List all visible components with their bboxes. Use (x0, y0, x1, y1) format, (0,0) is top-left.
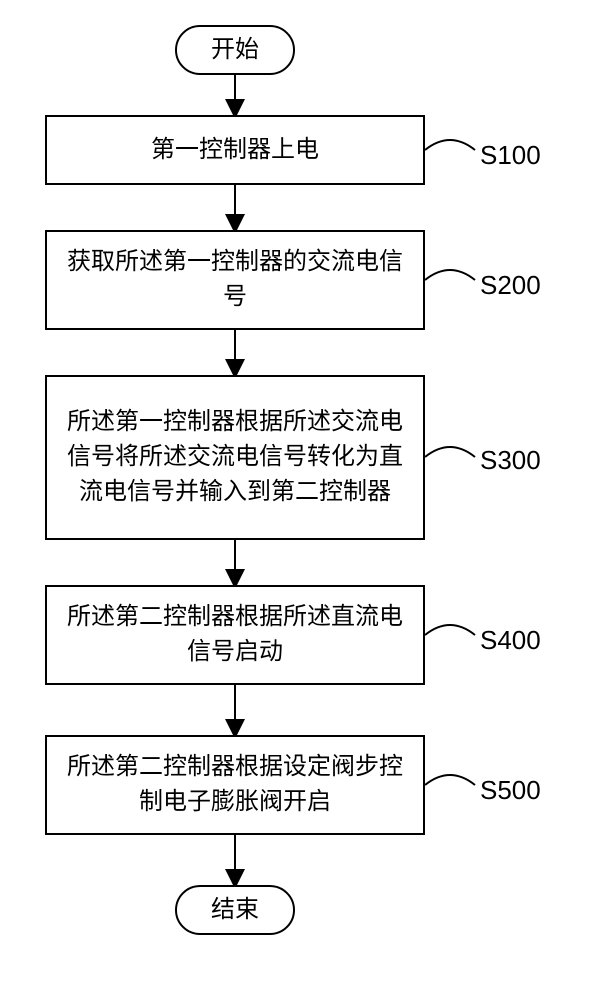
process-s200-text: 获取所述第一控制器的交流电信号 (63, 245, 407, 315)
process-s500: 所述第二控制器根据设定阀步控制电子膨胀阀开启 (45, 735, 425, 835)
process-s100-text: 第一控制器上电 (151, 133, 319, 168)
end-text: 结束 (211, 893, 259, 928)
process-s200: 获取所述第一控制器的交流电信号 (45, 230, 425, 330)
end-terminator: 结束 (175, 885, 295, 935)
label-s300: S300 (480, 445, 541, 476)
flowchart-canvas: 开始 第一控制器上电 S100 获取所述第一控制器的交流电信号 S200 所述第… (0, 0, 595, 1000)
label-s400: S400 (480, 625, 541, 656)
process-s100: 第一控制器上电 (45, 115, 425, 185)
label-s500: S500 (480, 775, 541, 806)
start-terminator: 开始 (175, 25, 295, 75)
label-s200: S200 (480, 270, 541, 301)
process-s500-text: 所述第二控制器根据设定阀步控制电子膨胀阀开启 (63, 750, 407, 820)
process-s400-text: 所述第二控制器根据所述直流电信号启动 (63, 600, 407, 670)
process-s300: 所述第一控制器根据所述交流电信号将所述交流电信号转化为直流电信号并输入到第二控制… (45, 375, 425, 540)
process-s300-text: 所述第一控制器根据所述交流电信号将所述交流电信号转化为直流电信号并输入到第二控制… (63, 405, 407, 509)
start-text: 开始 (211, 33, 259, 68)
process-s400: 所述第二控制器根据所述直流电信号启动 (45, 585, 425, 685)
label-s100: S100 (480, 140, 541, 171)
